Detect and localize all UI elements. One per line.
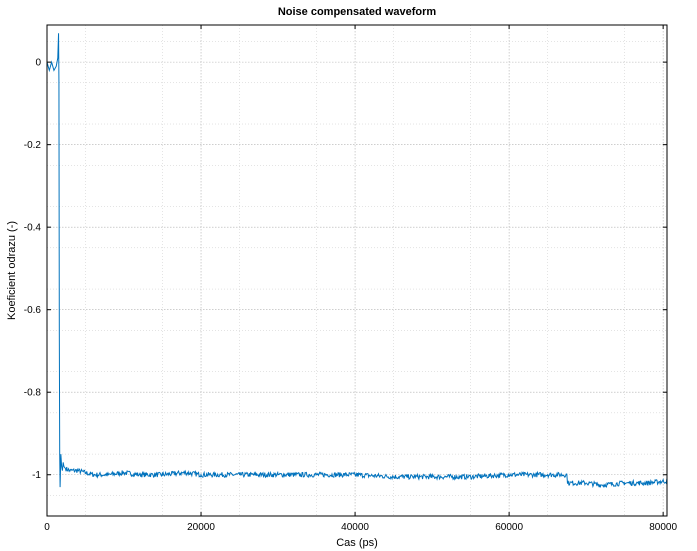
plot-frame <box>46 24 668 517</box>
x-tick-label: 20000 <box>187 522 215 533</box>
y-tick-label: -0.8 <box>24 388 42 399</box>
y-tick-label: -1 <box>32 470 41 481</box>
y-tick-label: -0.4 <box>24 223 42 234</box>
series-line <box>46 33 668 489</box>
series-layer <box>46 33 668 489</box>
y-tick-label: -0.6 <box>24 305 42 316</box>
x-tick-label: 60000 <box>495 522 523 533</box>
x-axis-label: Cas (ps) <box>336 537 378 549</box>
chart-title: Noise compensated waveform <box>278 6 437 18</box>
x-tick-label: 80000 <box>649 522 677 533</box>
x-tick-label: 0 <box>44 522 50 533</box>
axes: 0 20000 40000 60000 80000 0 -0.2 -0.4 -0.6 -0.8 -1 <box>24 25 677 533</box>
y-tick-label: 0 <box>35 58 41 69</box>
x-tick-label: 40000 <box>341 522 369 533</box>
y-axis-label: Koeficient odrazu (-) <box>6 221 18 320</box>
y-tick-label: -0.2 <box>24 140 42 151</box>
